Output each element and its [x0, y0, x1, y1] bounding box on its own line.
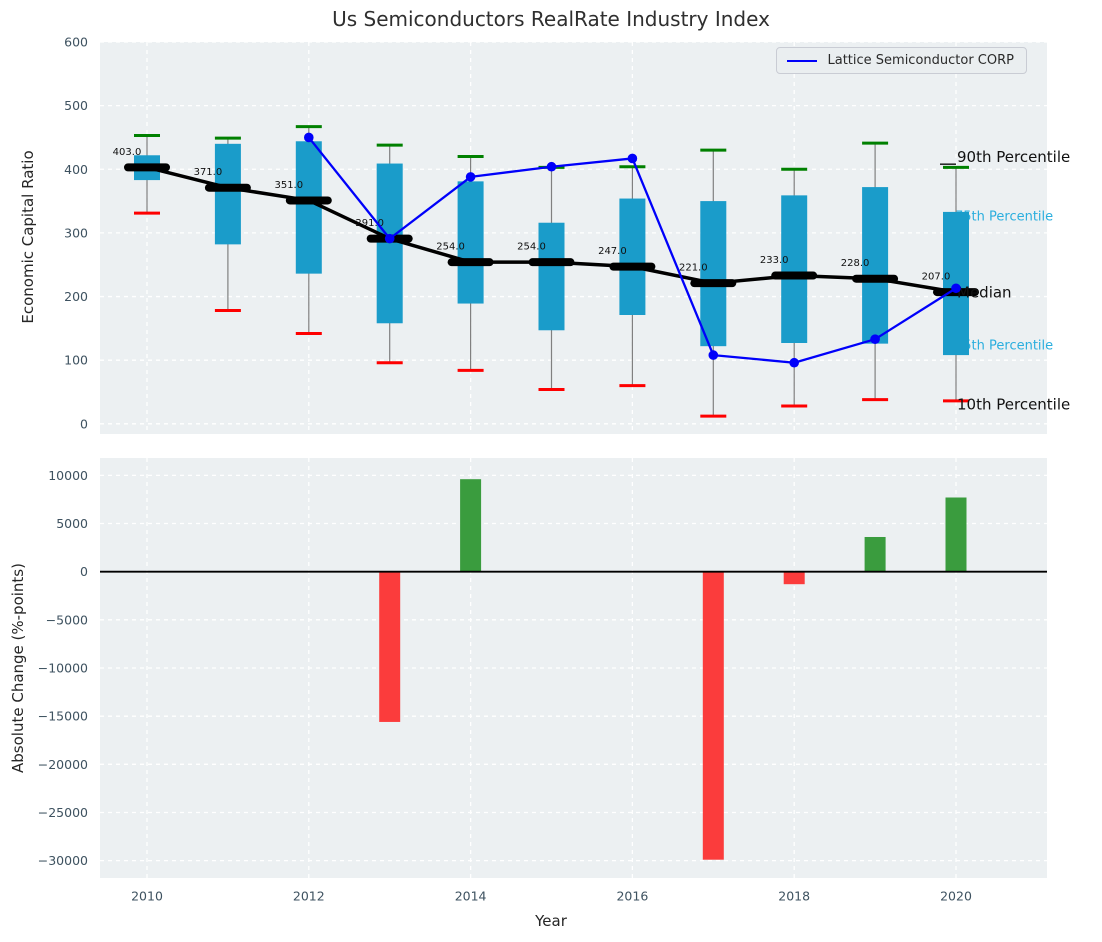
lattice-point-2013 — [384, 233, 395, 244]
median-dash-2014 — [447, 258, 494, 267]
median-dash-2010 — [124, 163, 170, 172]
median-dash-2016 — [609, 262, 656, 271]
median-dash-2018 — [771, 271, 818, 280]
ytick-label: 400 — [64, 162, 88, 177]
median-value-label-2015: 254.0 — [517, 242, 546, 253]
annotation-median: Median — [957, 284, 1012, 302]
median-value-label-2017: 221.0 — [679, 263, 708, 274]
median-dash-2019 — [852, 274, 899, 283]
median-value-label-2013: 291.0 — [355, 218, 384, 229]
median-value-label-2020: 207.0 — [922, 272, 951, 283]
lattice-point-2015 — [546, 161, 557, 172]
lattice-point-2014 — [465, 172, 476, 182]
median-value-label-2010: 403.0 — [113, 147, 142, 158]
xtick-label-2012: 2012 — [293, 889, 325, 904]
ytick-label: 600 — [64, 35, 88, 50]
iqr-box-2015 — [538, 222, 565, 331]
chart-title: Us Semiconductors RealRate Industry Inde… — [332, 7, 770, 31]
xtick-label-2018: 2018 — [778, 889, 810, 904]
iqr-box-2016 — [619, 198, 646, 315]
change-bar-2013 — [379, 571, 401, 722]
legend-label: Lattice Semiconductor CORP — [827, 53, 1014, 68]
median-value-label-2016: 247.0 — [598, 246, 627, 257]
ytick-label: 300 — [64, 225, 88, 240]
xtick-label-2020: 2020 — [940, 889, 972, 904]
ytick-label: −20000 — [38, 757, 88, 772]
median-dash-2012 — [285, 196, 332, 205]
annotation-75th-percentile: 75th Percentile — [955, 210, 1053, 225]
lattice-point-2020 — [951, 283, 961, 294]
median-value-label-2012: 351.0 — [274, 180, 303, 191]
iqr-box-2014 — [457, 181, 484, 304]
iqr-box-2012 — [295, 141, 322, 274]
median-dash-2015 — [528, 258, 575, 267]
x-axis-label: Year — [535, 912, 567, 930]
lattice-point-2017 — [708, 350, 719, 360]
annotation-10th-percentile: 10th Percentile — [957, 396, 1070, 414]
legend-line-sample — [787, 59, 818, 62]
ytick-label: −5000 — [46, 612, 88, 627]
change-bar-2014 — [460, 479, 482, 572]
top-chart: 0 100 200 300 400 500 600 75th Percentile 25th P… — [64, 35, 1070, 434]
median-dash-2017 — [690, 279, 737, 288]
median-value-label-2011: 371.0 — [194, 167, 223, 178]
ytick-label: 200 — [64, 289, 88, 304]
annotation-90th-percentile: 90th Percentile — [957, 148, 1070, 166]
ytick-label: −25000 — [38, 805, 88, 820]
ytick-label: 5000 — [56, 516, 88, 531]
iqr-box-2018 — [781, 195, 808, 343]
top-panel: 0 100 200 300 400 500 600 75th Percentile 25th P… — [64, 35, 1070, 434]
xtick-label-2016: 2016 — [616, 889, 648, 904]
median-value-label-2019: 228.0 — [841, 258, 870, 269]
change-bar-2017 — [702, 571, 724, 860]
ytick-label: −30000 — [38, 853, 88, 868]
lattice-point-2012 — [304, 132, 314, 143]
median-value-label-2018: 233.0 — [760, 255, 789, 266]
ytick-label: 0 — [80, 564, 88, 579]
ytick-label: 10000 — [48, 468, 88, 483]
bottom-chart: 10000 5000 0 −5000 −10000 −15000 −20000 −25000 −… — [38, 458, 1047, 904]
legend: Lattice Semiconductor CORP — [776, 47, 1027, 74]
ytick-label: 500 — [64, 98, 88, 113]
ytick-label: −10000 — [38, 661, 88, 676]
lattice-point-2018 — [789, 357, 799, 368]
xtick-label-2010: 2010 — [131, 889, 163, 904]
lattice-point-2019 — [870, 334, 880, 344]
top-ylabel: Economic Capital Ratio — [19, 150, 37, 324]
lattice-point-2016 — [627, 153, 638, 164]
xtick-label-2014: 2014 — [455, 889, 487, 904]
ytick-label: 0 — [80, 416, 88, 431]
iqr-box-2017 — [700, 201, 727, 347]
ytick-label: −15000 — [38, 709, 88, 724]
iqr-box-2019 — [862, 187, 889, 344]
iqr-box-2011 — [214, 143, 241, 245]
change-bar-2019 — [864, 536, 886, 572]
change-bar-2018 — [783, 571, 805, 585]
median-dash-2011 — [204, 183, 251, 192]
median-value-label-2014: 254.0 — [436, 242, 465, 253]
change-bar-2020 — [945, 497, 967, 572]
bottom-ylabel: Absolute Change (%-points) — [9, 563, 27, 773]
ytick-label: 100 — [64, 353, 88, 368]
bottom-panel: 10000 5000 0 −5000 −10000 −15000 −20000 −25000 −… — [38, 458, 1047, 904]
annotation-25th-percentile: 25th Percentile — [955, 339, 1053, 354]
